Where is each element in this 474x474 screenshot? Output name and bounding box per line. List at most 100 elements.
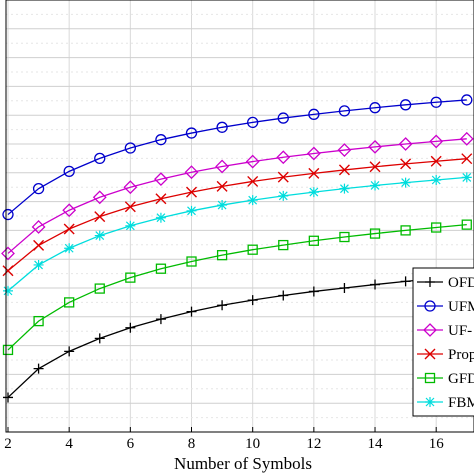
marker-shape xyxy=(33,363,44,374)
data-point xyxy=(429,134,444,149)
series-line xyxy=(7,176,467,292)
data-point xyxy=(215,159,230,174)
marker-shape xyxy=(33,239,45,251)
marker-shape xyxy=(278,239,289,251)
data-point xyxy=(369,102,381,114)
data-point xyxy=(125,322,136,333)
series-diamond xyxy=(1,131,474,261)
data-point xyxy=(2,208,14,221)
marker-shape xyxy=(370,279,381,290)
marker-shape xyxy=(430,155,442,167)
marker-shape xyxy=(369,228,381,239)
marker-shape xyxy=(461,172,472,183)
series-plus xyxy=(3,270,472,403)
marker-shape xyxy=(370,180,381,191)
data-point xyxy=(338,105,351,117)
data-point xyxy=(247,244,258,255)
series-x xyxy=(2,153,473,277)
marker-shape xyxy=(276,150,291,165)
data-point xyxy=(94,152,106,165)
data-point xyxy=(33,259,44,270)
data-point xyxy=(63,223,75,235)
legend-marker xyxy=(424,372,436,384)
series-star xyxy=(3,172,472,296)
marker-shape xyxy=(425,397,435,407)
data-point xyxy=(217,200,228,211)
data-point xyxy=(125,272,136,283)
data-point xyxy=(431,175,442,185)
data-point xyxy=(32,182,45,195)
marker-shape xyxy=(461,219,472,230)
x-tick-label: 10 xyxy=(245,436,260,452)
marker-shape xyxy=(461,94,473,106)
data-point xyxy=(339,283,350,293)
x-tick-label: 16 xyxy=(429,436,445,452)
data-point xyxy=(247,295,258,306)
marker-shape xyxy=(2,265,14,277)
legend-entry: UFM xyxy=(417,299,474,315)
marker-shape xyxy=(125,220,136,231)
marker-shape xyxy=(155,134,167,146)
marker-shape xyxy=(217,300,228,311)
marker-shape xyxy=(154,172,168,187)
data-point xyxy=(1,246,15,261)
marker-shape xyxy=(94,152,106,165)
marker-shape xyxy=(368,139,382,154)
data-point xyxy=(94,211,106,223)
marker-shape xyxy=(63,165,75,178)
legend-entry: GFD xyxy=(417,371,474,387)
data-point xyxy=(277,171,289,183)
marker-shape xyxy=(399,99,412,111)
marker-shape xyxy=(308,108,320,120)
data-point xyxy=(400,225,411,236)
data-point xyxy=(339,183,350,194)
data-point xyxy=(3,285,13,296)
marker-shape xyxy=(94,283,105,294)
marker-shape xyxy=(1,246,15,261)
marker-shape xyxy=(398,137,413,151)
data-point xyxy=(338,164,350,176)
series-line xyxy=(7,99,467,216)
data-point xyxy=(125,220,136,231)
data-point xyxy=(94,230,105,241)
marker-shape xyxy=(308,286,319,297)
legend-label: OFD xyxy=(448,275,474,291)
marker-shape xyxy=(186,256,197,267)
marker-shape xyxy=(94,333,105,344)
series-group xyxy=(1,94,474,403)
marker-shape xyxy=(33,315,44,327)
legend-marker xyxy=(425,397,435,407)
x-tick-label: 12 xyxy=(306,436,321,452)
data-point xyxy=(430,155,442,167)
data-point xyxy=(308,187,319,198)
data-point xyxy=(430,96,442,108)
x-tick-label: 2 xyxy=(4,436,12,452)
legend-entry: Prop xyxy=(417,347,474,363)
legend: OFD UFM UF- Prop GFD FBM xyxy=(412,267,474,417)
marker-shape xyxy=(247,116,259,129)
data-point xyxy=(398,137,413,151)
legend-entry: UF- xyxy=(417,323,472,339)
series-line xyxy=(7,223,467,351)
marker-shape xyxy=(247,295,258,306)
marker-shape xyxy=(124,142,136,154)
marker-shape xyxy=(423,323,437,337)
marker-shape xyxy=(278,190,289,201)
data-point xyxy=(431,222,442,233)
marker-shape xyxy=(306,146,321,161)
data-point xyxy=(124,142,136,154)
legend-marker xyxy=(424,348,436,360)
marker-shape xyxy=(277,171,289,183)
data-point xyxy=(31,220,46,234)
marker-shape xyxy=(308,167,320,179)
marker-shape xyxy=(31,220,46,234)
legend-label: UFM xyxy=(448,299,474,315)
marker-shape xyxy=(185,127,198,139)
legend-label: UF- xyxy=(448,323,472,339)
data-point xyxy=(216,180,228,192)
data-point xyxy=(94,283,105,294)
data-point xyxy=(216,250,228,261)
legend-marker xyxy=(425,277,435,287)
data-point xyxy=(459,131,474,146)
